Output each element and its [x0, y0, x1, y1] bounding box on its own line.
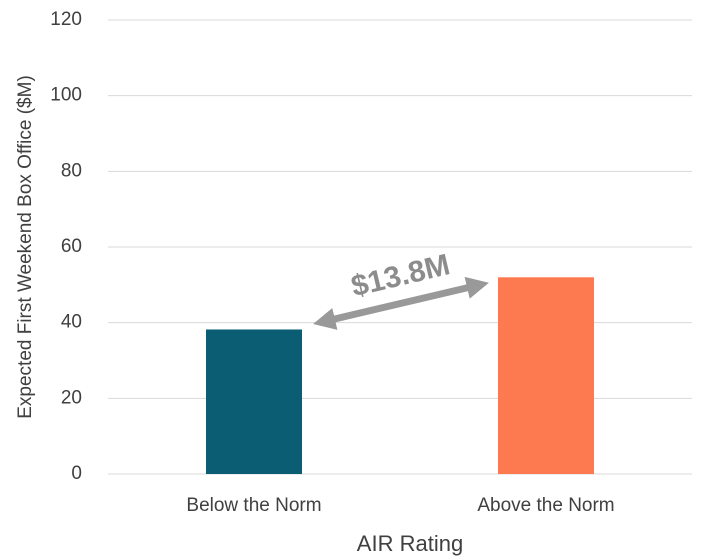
y-tick-label: 120 — [50, 9, 82, 30]
bar — [206, 329, 302, 474]
y-tick-label: 100 — [50, 85, 82, 106]
y-tick-label: 60 — [61, 236, 82, 257]
y-tick-label: 20 — [61, 387, 82, 408]
y-tick-label: 40 — [61, 312, 82, 333]
bar — [498, 277, 594, 474]
x-axis-title: AIR Rating — [357, 531, 463, 556]
x-tick-label: Above the Norm — [477, 495, 614, 516]
x-tick-label: Below the Norm — [186, 495, 321, 516]
y-tick-label: 80 — [61, 160, 82, 181]
y-axis-title: Expected First Weekend Box Office ($M) — [15, 75, 36, 419]
y-tick-label: 0 — [71, 463, 82, 484]
difference-arrow — [313, 276, 489, 330]
